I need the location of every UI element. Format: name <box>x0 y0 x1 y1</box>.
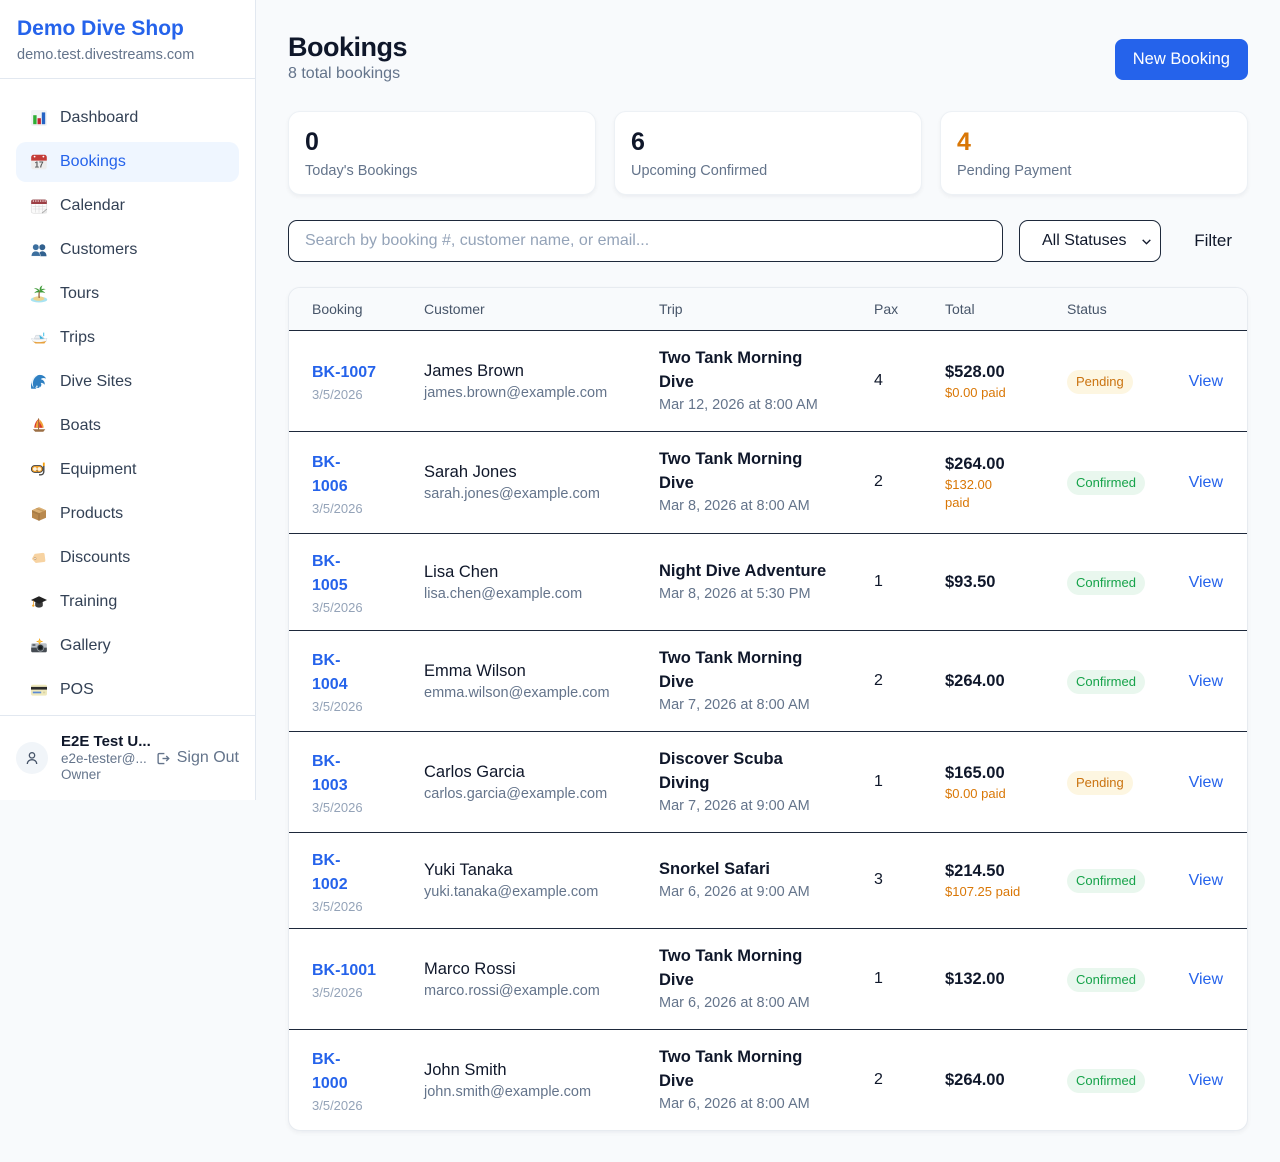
svg-text:17: 17 <box>34 161 44 170</box>
